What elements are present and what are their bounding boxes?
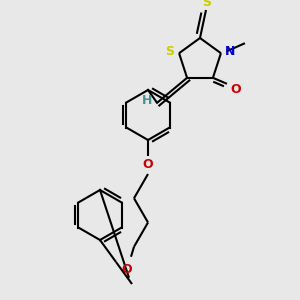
Text: H: H [142,94,152,107]
Text: O: O [143,158,153,172]
Text: S: S [202,0,211,8]
Text: S: S [166,45,175,58]
Text: N: N [225,45,235,58]
Text: O: O [231,83,241,96]
Text: O: O [122,263,132,276]
